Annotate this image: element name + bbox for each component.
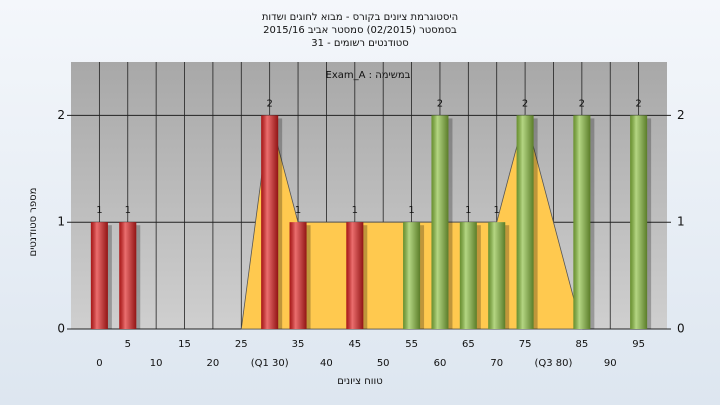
x-tick-label: 60	[434, 358, 447, 369]
x-tick-label: 95	[632, 339, 645, 350]
x-tick-label: 35	[292, 339, 305, 350]
data-label: 2	[266, 98, 272, 109]
chart-title: היסטוגרמת ציונים בקורס - מבוא לחוגים ושד…	[262, 12, 458, 23]
bar-shine	[289, 222, 307, 329]
bar-shine	[261, 115, 279, 330]
bar-shine	[573, 115, 591, 330]
x-tick-label: 25	[235, 339, 248, 350]
chart-subtitle: במשימה : Exam_A	[326, 70, 411, 81]
x-tick-label: 0	[96, 358, 102, 369]
bar-shine	[516, 115, 534, 330]
y-tick-label: 2	[57, 108, 65, 122]
y-tick-label: 0	[57, 322, 65, 336]
bar-shine	[90, 222, 108, 329]
chart-title: בסמסטר (02/2015) סמסטר אביב 2015/16	[263, 25, 457, 36]
x-tick-label: 70	[490, 358, 503, 369]
x-tick-label: 65	[462, 339, 475, 350]
y2-tick-label: 0	[677, 322, 685, 336]
data-label: 1	[96, 205, 102, 216]
x-tick-label: 5	[125, 339, 131, 350]
y-tick-label: 1	[57, 215, 65, 229]
x-tick-label: 20	[207, 358, 220, 369]
x-tick-label: 45	[348, 339, 361, 350]
data-label: 1	[352, 205, 358, 216]
bar-shine	[119, 222, 137, 329]
bar-shine	[488, 222, 506, 329]
x-tick-label: (Q1 30)	[251, 358, 289, 369]
x-tick-label: 90	[604, 358, 617, 369]
x-tick-label: 50	[377, 358, 390, 369]
data-label: 1	[408, 205, 414, 216]
bar-shine	[630, 115, 648, 330]
data-label: 1	[465, 205, 471, 216]
chart-title: סטודנטים רשומים - 31	[311, 38, 409, 49]
bar-shine	[431, 115, 449, 330]
bar-shine	[403, 222, 421, 329]
x-tick-label: 15	[178, 339, 191, 350]
data-label: 2	[579, 98, 585, 109]
x-tick-label: 10	[150, 358, 163, 369]
bar-shine	[346, 222, 364, 329]
data-label: 1	[295, 205, 301, 216]
y2-tick-label: 1	[677, 215, 685, 229]
x-tick-label: 75	[519, 339, 532, 350]
x-tick-label: 55	[405, 339, 418, 350]
x-axis-label: טווח ציונים	[337, 376, 382, 387]
data-label: 2	[522, 98, 528, 109]
data-label: 1	[494, 205, 500, 216]
data-label: 1	[125, 205, 131, 216]
data-label: 2	[437, 98, 443, 109]
x-tick-label: 40	[320, 358, 333, 369]
x-tick-label: (Q3 80)	[534, 358, 572, 369]
bar-shine	[459, 222, 477, 329]
y2-tick-label: 2	[677, 108, 685, 122]
y-axis-label: מספר סטודנטים	[28, 188, 39, 257]
x-tick-label: 85	[575, 339, 588, 350]
data-label: 2	[635, 98, 641, 109]
